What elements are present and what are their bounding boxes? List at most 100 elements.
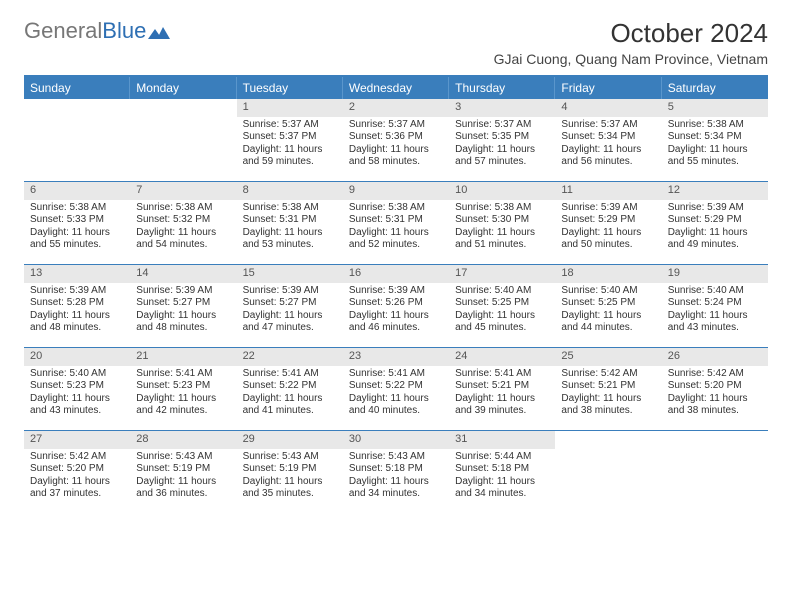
daylight-text: Daylight: 11 hours and 34 minutes. [349,476,443,501]
sunrise-text: Sunrise: 5:43 AM [136,451,230,464]
calendar: Sunday Monday Tuesday Wednesday Thursday… [24,75,768,513]
daylight-text: Daylight: 11 hours and 58 minutes. [349,144,443,169]
sunset-text: Sunset: 5:27 PM [136,297,230,310]
day-info: Sunrise: 5:39 AMSunset: 5:26 PMDaylight:… [343,283,449,335]
day-info: Sunrise: 5:39 AMSunset: 5:28 PMDaylight:… [24,283,130,335]
day-number: 7 [130,182,236,200]
sunrise-text: Sunrise: 5:41 AM [455,368,549,381]
day-header: Tuesday [237,77,343,99]
sunset-text: Sunset: 5:25 PM [455,297,549,310]
day-cell: 9Sunrise: 5:38 AMSunset: 5:31 PMDaylight… [343,182,449,264]
daylight-text: Daylight: 11 hours and 51 minutes. [455,227,549,252]
daylight-text: Daylight: 11 hours and 48 minutes. [30,310,124,335]
daylight-text: Daylight: 11 hours and 35 minutes. [243,476,337,501]
daylight-text: Daylight: 11 hours and 53 minutes. [243,227,337,252]
daylight-text: Daylight: 11 hours and 59 minutes. [243,144,337,169]
day-cell: 11Sunrise: 5:39 AMSunset: 5:29 PMDayligh… [555,182,661,264]
sunset-text: Sunset: 5:21 PM [561,380,655,393]
day-header: Monday [130,77,236,99]
sunrise-text: Sunrise: 5:38 AM [349,202,443,215]
day-cell: 5Sunrise: 5:38 AMSunset: 5:34 PMDaylight… [662,99,768,181]
day-number: 28 [130,431,236,449]
sunrise-text: Sunrise: 5:41 AM [349,368,443,381]
daylight-text: Daylight: 11 hours and 43 minutes. [30,393,124,418]
day-info: Sunrise: 5:40 AMSunset: 5:24 PMDaylight:… [662,283,768,335]
sunrise-text: Sunrise: 5:39 AM [561,202,655,215]
day-number: 9 [343,182,449,200]
sunset-text: Sunset: 5:22 PM [349,380,443,393]
sunset-text: Sunset: 5:37 PM [243,131,337,144]
sunrise-text: Sunrise: 5:39 AM [30,285,124,298]
day-cell: 2Sunrise: 5:37 AMSunset: 5:36 PMDaylight… [343,99,449,181]
day-info: Sunrise: 5:39 AMSunset: 5:29 PMDaylight:… [662,200,768,252]
sunrise-text: Sunrise: 5:38 AM [455,202,549,215]
daylight-text: Daylight: 11 hours and 43 minutes. [668,310,762,335]
day-number: 14 [130,265,236,283]
day-info: Sunrise: 5:43 AMSunset: 5:18 PMDaylight:… [343,449,449,501]
logo-icon [148,23,170,39]
day-info: Sunrise: 5:38 AMSunset: 5:31 PMDaylight:… [237,200,343,252]
sunrise-text: Sunrise: 5:38 AM [668,119,762,132]
day-number: 24 [449,348,555,366]
sunset-text: Sunset: 5:18 PM [349,463,443,476]
sunrise-text: Sunrise: 5:38 AM [243,202,337,215]
daylight-text: Daylight: 11 hours and 44 minutes. [561,310,655,335]
day-cell [130,99,236,181]
day-info: Sunrise: 5:41 AMSunset: 5:22 PMDaylight:… [237,366,343,418]
sunset-text: Sunset: 5:18 PM [455,463,549,476]
sunset-text: Sunset: 5:20 PM [30,463,124,476]
day-cell [555,431,661,513]
sunset-text: Sunset: 5:33 PM [30,214,124,227]
page-title: October 2024 [494,18,768,49]
daylight-text: Daylight: 11 hours and 37 minutes. [30,476,124,501]
sunrise-text: Sunrise: 5:40 AM [30,368,124,381]
sunrise-text: Sunrise: 5:37 AM [455,119,549,132]
day-number: 6 [24,182,130,200]
day-cell: 4Sunrise: 5:37 AMSunset: 5:34 PMDaylight… [555,99,661,181]
day-number: 12 [662,182,768,200]
sunset-text: Sunset: 5:36 PM [349,131,443,144]
day-cell: 14 Sunrise: 5:39 AMSunset: 5:27 PMDayligh… [130,265,236,347]
day-cell: 18Sunrise: 5:40 AMSunset: 5:25 PMDayligh… [555,265,661,347]
day-info: Sunrise: 5:37 AMSunset: 5:37 PMDaylight:… [237,117,343,169]
day-cell: 17Sunrise: 5:40 AMSunset: 5:25 PMDayligh… [449,265,555,347]
daylight-text: Daylight: 11 hours and 56 minutes. [561,144,655,169]
day-number: 15 [237,265,343,283]
day-number: 30 [343,431,449,449]
day-cell: 13Sunrise: 5:39 AMSunset: 5:28 PMDayligh… [24,265,130,347]
sunrise-text: Sunrise: 5:41 AM [243,368,337,381]
sunset-text: Sunset: 5:23 PM [30,380,124,393]
day-number: 21 [130,348,236,366]
sunrise-text: Sunrise: 5:42 AM [668,368,762,381]
daylight-text: Daylight: 11 hours and 48 minutes. [136,310,230,335]
sunrise-text: Sunrise: 5:43 AM [243,451,337,464]
sunrise-text: Sunrise: 5:44 AM [455,451,549,464]
day-info: Sunrise: 5:42 AMSunset: 5:20 PMDaylight:… [24,449,130,501]
day-number: 26 [662,348,768,366]
sunrise-text: Sunrise: 5:39 AM [136,285,230,298]
daylight-text: Daylight: 11 hours and 55 minutes. [668,144,762,169]
day-number: 23 [343,348,449,366]
week-row: 27Sunrise: 5:42 AMSunset: 5:20 PMDayligh… [24,430,768,513]
day-header: Wednesday [343,77,449,99]
header: GeneralBlue October 2024 GJai Cuong, Qua… [24,18,768,67]
sunset-text: Sunset: 5:26 PM [349,297,443,310]
day-info: Sunrise: 5:37 AMSunset: 5:36 PMDaylight:… [343,117,449,169]
day-cell: 20Sunrise: 5:40 AMSunset: 5:23 PMDayligh… [24,348,130,430]
sunrise-text: Sunrise: 5:39 AM [349,285,443,298]
sunrise-text: Sunrise: 5:42 AM [30,451,124,464]
day-number: 13 [24,265,130,283]
daylight-text: Daylight: 11 hours and 46 minutes. [349,310,443,335]
daylight-text: Daylight: 11 hours and 54 minutes. [136,227,230,252]
day-info: Sunrise: 5:37 AMSunset: 5:35 PMDaylight:… [449,117,555,169]
daylight-text: Daylight: 11 hours and 40 minutes. [349,393,443,418]
sunrise-text: Sunrise: 5:41 AM [136,368,230,381]
day-number: 8 [237,182,343,200]
day-cell: 26Sunrise: 5:42 AMSunset: 5:20 PMDayligh… [662,348,768,430]
day-number: 27 [24,431,130,449]
day-cell: 27Sunrise: 5:42 AMSunset: 5:20 PMDayligh… [24,431,130,513]
week-row: 20Sunrise: 5:40 AMSunset: 5:23 PMDayligh… [24,347,768,430]
day-cell: 23 Sunrise: 5:41 AMSunset: 5:22 PMDayligh… [343,348,449,430]
daylight-text: Daylight: 11 hours and 36 minutes. [136,476,230,501]
daylight-text: Daylight: 11 hours and 52 minutes. [349,227,443,252]
